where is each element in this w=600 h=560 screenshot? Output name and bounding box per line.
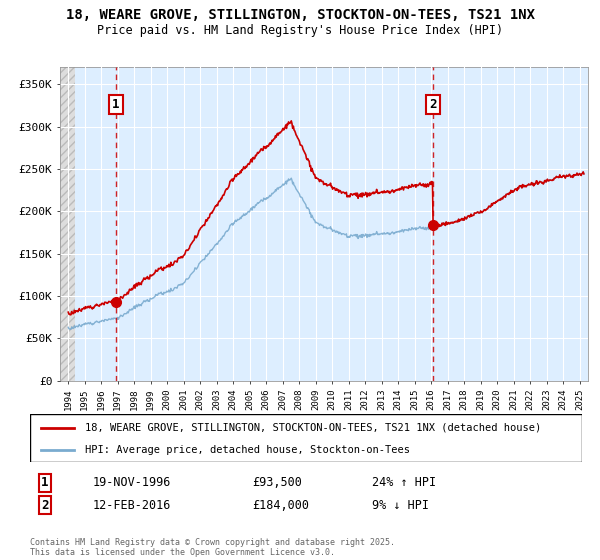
Text: 9% ↓ HPI: 9% ↓ HPI [372, 498, 429, 512]
Text: 24% ↑ HPI: 24% ↑ HPI [372, 476, 436, 489]
Text: 2: 2 [430, 99, 437, 111]
Bar [60, 67, 75, 381]
FancyBboxPatch shape [30, 414, 582, 462]
Text: Price paid vs. HM Land Registry's House Price Index (HPI): Price paid vs. HM Land Registry's House … [97, 24, 503, 37]
Text: 18, WEARE GROVE, STILLINGTON, STOCKTON-ON-TEES, TS21 1NX (detached house): 18, WEARE GROVE, STILLINGTON, STOCKTON-O… [85, 423, 541, 433]
Text: HPI: Average price, detached house, Stockton-on-Tees: HPI: Average price, detached house, Stoc… [85, 445, 410, 455]
Text: 1: 1 [41, 476, 49, 489]
Text: £93,500: £93,500 [252, 476, 302, 489]
Text: 2: 2 [41, 498, 49, 512]
Text: 19-NOV-1996: 19-NOV-1996 [93, 476, 172, 489]
Text: Contains HM Land Registry data © Crown copyright and database right 2025.
This d: Contains HM Land Registry data © Crown c… [30, 538, 395, 557]
Text: 18, WEARE GROVE, STILLINGTON, STOCKTON-ON-TEES, TS21 1NX: 18, WEARE GROVE, STILLINGTON, STOCKTON-O… [65, 8, 535, 22]
Text: 12-FEB-2016: 12-FEB-2016 [93, 498, 172, 512]
Text: 1: 1 [112, 99, 119, 111]
Text: £184,000: £184,000 [252, 498, 309, 512]
